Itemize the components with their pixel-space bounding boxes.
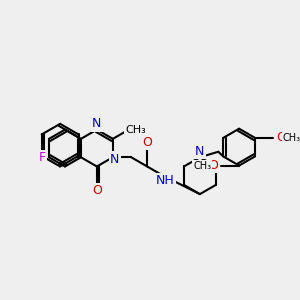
Text: CH₃: CH₃ [125,124,146,135]
Text: O: O [142,136,152,149]
Text: NH: NH [156,174,175,187]
Text: O: O [92,184,102,197]
Text: F: F [39,151,46,164]
Text: CH₃: CH₃ [193,160,211,171]
Text: O: O [276,131,286,144]
Text: CH₃: CH₃ [283,133,300,143]
Text: N: N [92,117,101,130]
Text: N: N [110,153,119,166]
Text: O: O [208,159,218,172]
Text: N: N [195,145,205,158]
